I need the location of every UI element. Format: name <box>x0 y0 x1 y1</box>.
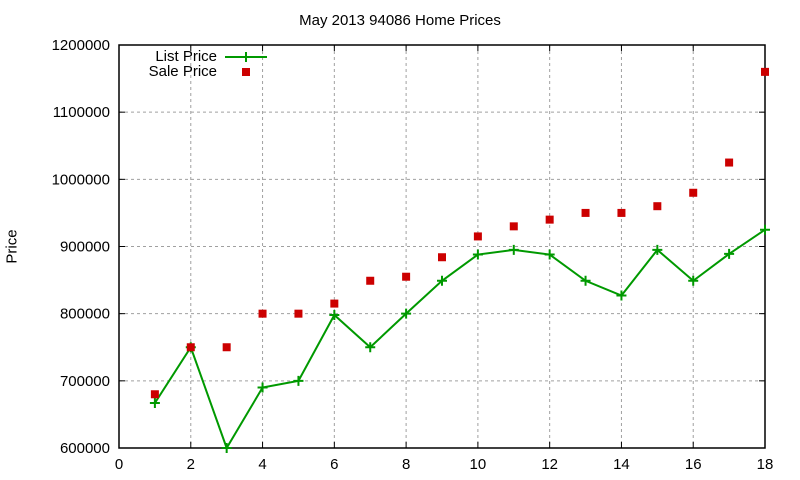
sale-price-marker <box>294 309 303 318</box>
chart-title: May 2013 94086 Home Prices <box>299 12 501 29</box>
y-tick-label: 1000000 <box>52 171 110 188</box>
list-price-marker <box>580 275 591 286</box>
list-price-marker <box>221 443 232 453</box>
sale-price-marker <box>725 158 734 167</box>
list-price-marker <box>616 290 627 301</box>
plot-frame <box>118 44 766 449</box>
y-tick-label: 700000 <box>60 373 110 390</box>
list-price-marker <box>508 244 519 255</box>
x-tick-label: 0 <box>115 456 123 473</box>
x-tick-label: 12 <box>541 456 558 473</box>
sale-price-marker <box>653 202 662 211</box>
x-tick-label: 10 <box>470 456 487 473</box>
list-price-marker <box>544 249 555 260</box>
list-price-marker <box>760 224 770 235</box>
x-tick-label: 8 <box>402 456 410 473</box>
x-tick-label: 16 <box>685 456 702 473</box>
list-price-marker <box>293 375 304 386</box>
sale-price-marker <box>509 222 518 231</box>
legend-label-list-price: List Price <box>155 48 217 65</box>
list-price-line <box>154 228 766 451</box>
sale-price-marker <box>258 309 267 318</box>
x-tick-label: 4 <box>258 456 266 473</box>
list-price-marker <box>652 244 663 255</box>
sale-price-marker <box>366 276 375 285</box>
list-price-marker <box>724 248 735 259</box>
sale-price-marker <box>617 208 626 217</box>
y-tick-label: 1200000 <box>52 37 110 54</box>
x-tick-label: 2 <box>187 456 195 473</box>
sale-price-marker <box>761 67 769 76</box>
legend-label-sale-price: Sale Price <box>149 63 217 80</box>
sale-price-marker <box>473 232 482 241</box>
y-tick-label: 900000 <box>60 239 110 256</box>
y-tick-label: 600000 <box>60 440 110 457</box>
list-price-marker <box>688 275 699 286</box>
x-tick-label: 18 <box>757 456 774 473</box>
sale-price-marker <box>689 188 698 197</box>
legend-marker-sale-price <box>242 68 250 76</box>
y-tick-label: 800000 <box>60 306 110 323</box>
x-tick-label: 6 <box>330 456 338 473</box>
list-price-marker <box>401 308 412 319</box>
sale-price-marker <box>330 299 339 308</box>
sale-price-marker <box>186 343 195 352</box>
sale-price-marker <box>581 208 590 217</box>
y-tick-label: 1100000 <box>53 104 110 121</box>
list-price-marker <box>472 249 483 260</box>
x-tick-label: 14 <box>613 456 630 473</box>
legend-marker-list-price <box>241 52 251 62</box>
sale-price-marker <box>150 390 159 399</box>
sale-price-marker <box>222 343 231 352</box>
sale-price-marker <box>438 253 446 262</box>
sale-price-marker <box>402 272 411 281</box>
list-price-marker <box>257 382 268 393</box>
list-price-marker <box>149 397 160 408</box>
list-price-marker <box>437 275 447 286</box>
list-price-marker <box>365 342 376 353</box>
sale-price-marker <box>545 215 554 224</box>
list-price-marker <box>329 310 340 321</box>
